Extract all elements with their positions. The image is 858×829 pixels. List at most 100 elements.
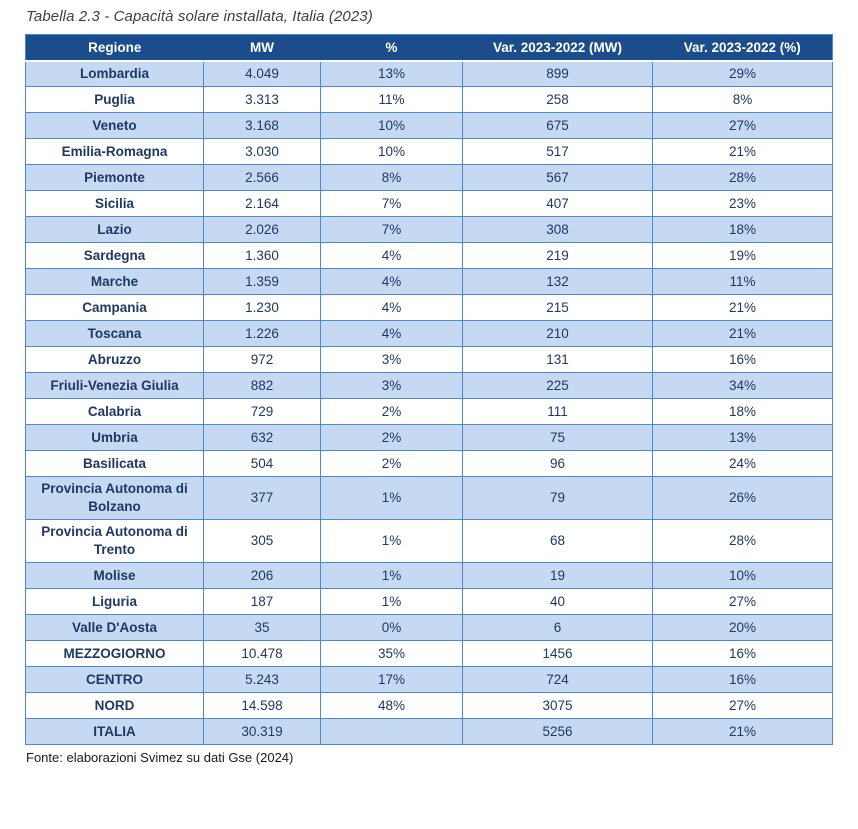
- mw-cell: 3.313: [203, 86, 321, 113]
- region-cell: NORD: [25, 692, 204, 719]
- pct-cell: 1%: [320, 476, 463, 520]
- pct-cell: 0%: [320, 614, 463, 641]
- region-cell: Piemonte: [25, 164, 204, 191]
- mw-cell: 2.164: [203, 190, 321, 217]
- region-cell: Veneto: [25, 112, 204, 139]
- var-pct-cell: 13%: [652, 424, 833, 451]
- mw-cell: 1.230: [203, 294, 321, 321]
- var-pct-cell: 8%: [652, 86, 833, 113]
- table-row: Lazio 2.026 7% 308 18%: [25, 216, 833, 243]
- var-mw-cell: 5256: [462, 718, 653, 745]
- var-mw-cell: 131: [462, 346, 653, 373]
- mw-cell: 377: [203, 476, 321, 520]
- var-mw-cell: 210: [462, 320, 653, 347]
- var-mw-cell: 79: [462, 476, 653, 520]
- mw-cell: 5.243: [203, 666, 321, 693]
- mw-cell: 1.226: [203, 320, 321, 347]
- region-cell: Marche: [25, 268, 204, 295]
- mw-cell: 35: [203, 614, 321, 641]
- var-pct-cell: 16%: [652, 640, 833, 667]
- mw-cell: 882: [203, 372, 321, 399]
- table-row: Basilicata 504 2% 96 24%: [25, 450, 833, 477]
- mw-cell: 1.360: [203, 242, 321, 269]
- var-pct-cell: 19%: [652, 242, 833, 269]
- var-pct-cell: 10%: [652, 562, 833, 589]
- table-row: Toscana 1.226 4% 210 21%: [25, 320, 833, 347]
- mw-cell: 1.359: [203, 268, 321, 295]
- pct-cell: 3%: [320, 372, 463, 399]
- var-mw-cell: 675: [462, 112, 653, 139]
- column-header-pct: %: [320, 34, 463, 62]
- region-cell: Abruzzo: [25, 346, 204, 373]
- mw-cell: 632: [203, 424, 321, 451]
- table-row: Provincia Autonoma di Bolzano 377 1% 79 …: [25, 476, 833, 520]
- table-row: Lombardia 4.049 13% 899 29%: [25, 60, 833, 87]
- pct-cell: 17%: [320, 666, 463, 693]
- mw-cell: 10.478: [203, 640, 321, 667]
- var-pct-cell: 21%: [652, 138, 833, 165]
- pct-cell: 4%: [320, 320, 463, 347]
- pct-cell: 1%: [320, 519, 463, 563]
- table-caption: Tabella 2.3 - Capacità solare installata…: [26, 8, 373, 25]
- var-mw-cell: 19: [462, 562, 653, 589]
- mw-cell: 2.566: [203, 164, 321, 191]
- var-pct-cell: 20%: [652, 614, 833, 641]
- var-pct-cell: 21%: [652, 320, 833, 347]
- region-cell: ITALIA: [25, 718, 204, 745]
- region-cell: Umbria: [25, 424, 204, 451]
- source-note: Fonte: elaborazioni Svimez su dati Gse (…: [26, 750, 294, 765]
- column-header-mw: MW: [203, 34, 321, 62]
- var-mw-cell: 96: [462, 450, 653, 477]
- region-cell: Friuli-Venezia Giulia: [25, 372, 204, 399]
- var-pct-cell: 21%: [652, 718, 833, 745]
- table-row: MEZZOGIORNO 10.478 35% 1456 16%: [25, 640, 833, 667]
- pct-cell: 4%: [320, 242, 463, 269]
- var-mw-cell: 899: [462, 60, 653, 87]
- column-header-regione: Regione: [25, 34, 204, 62]
- region-cell: Calabria: [25, 398, 204, 425]
- region-cell: MEZZOGIORNO: [25, 640, 204, 667]
- table-row: ITALIA 30.319 5256 21%: [25, 718, 833, 745]
- var-pct-cell: 16%: [652, 666, 833, 693]
- table-row: Umbria 632 2% 75 13%: [25, 424, 833, 451]
- var-pct-cell: 26%: [652, 476, 833, 520]
- pct-cell: 1%: [320, 588, 463, 615]
- var-mw-cell: 40: [462, 588, 653, 615]
- pct-cell: 48%: [320, 692, 463, 719]
- table-row: Calabria 729 2% 111 18%: [25, 398, 833, 425]
- pct-cell: 2%: [320, 398, 463, 425]
- pct-cell: 10%: [320, 138, 463, 165]
- var-pct-cell: 29%: [652, 60, 833, 87]
- table-row: Abruzzo 972 3% 131 16%: [25, 346, 833, 373]
- column-header-var-mw: Var. 2023-2022 (MW): [462, 34, 653, 62]
- table-row: Campania 1.230 4% 215 21%: [25, 294, 833, 321]
- table-row: Emilia-Romagna 3.030 10% 517 21%: [25, 138, 833, 165]
- var-mw-cell: 724: [462, 666, 653, 693]
- solar-capacity-table: Regione MW % Var. 2023-2022 (MW) Var. 20…: [25, 34, 833, 745]
- pct-cell: 7%: [320, 190, 463, 217]
- table-row: Sardegna 1.360 4% 219 19%: [25, 242, 833, 269]
- var-mw-cell: 6: [462, 614, 653, 641]
- mw-cell: 187: [203, 588, 321, 615]
- var-pct-cell: 21%: [652, 294, 833, 321]
- pct-cell: 13%: [320, 60, 463, 87]
- table-row: Provincia Autonoma di Trento 305 1% 68 2…: [25, 519, 833, 563]
- pct-cell: 4%: [320, 294, 463, 321]
- var-mw-cell: 132: [462, 268, 653, 295]
- table-row: Sicilia 2.164 7% 407 23%: [25, 190, 833, 217]
- var-mw-cell: 407: [462, 190, 653, 217]
- pct-cell: 8%: [320, 164, 463, 191]
- table-row: NORD 14.598 48% 3075 27%: [25, 692, 833, 719]
- var-pct-cell: 18%: [652, 216, 833, 243]
- document-page: Tabella 2.3 - Capacità solare installata…: [25, 8, 833, 765]
- pct-cell: 10%: [320, 112, 463, 139]
- table-row: Friuli-Venezia Giulia 882 3% 225 34%: [25, 372, 833, 399]
- pct-cell: 3%: [320, 346, 463, 373]
- var-mw-cell: 1456: [462, 640, 653, 667]
- mw-cell: 972: [203, 346, 321, 373]
- region-cell: Basilicata: [25, 450, 204, 477]
- mw-cell: 3.168: [203, 112, 321, 139]
- pct-cell: 2%: [320, 424, 463, 451]
- region-cell: Valle D'Aosta: [25, 614, 204, 641]
- var-pct-cell: 16%: [652, 346, 833, 373]
